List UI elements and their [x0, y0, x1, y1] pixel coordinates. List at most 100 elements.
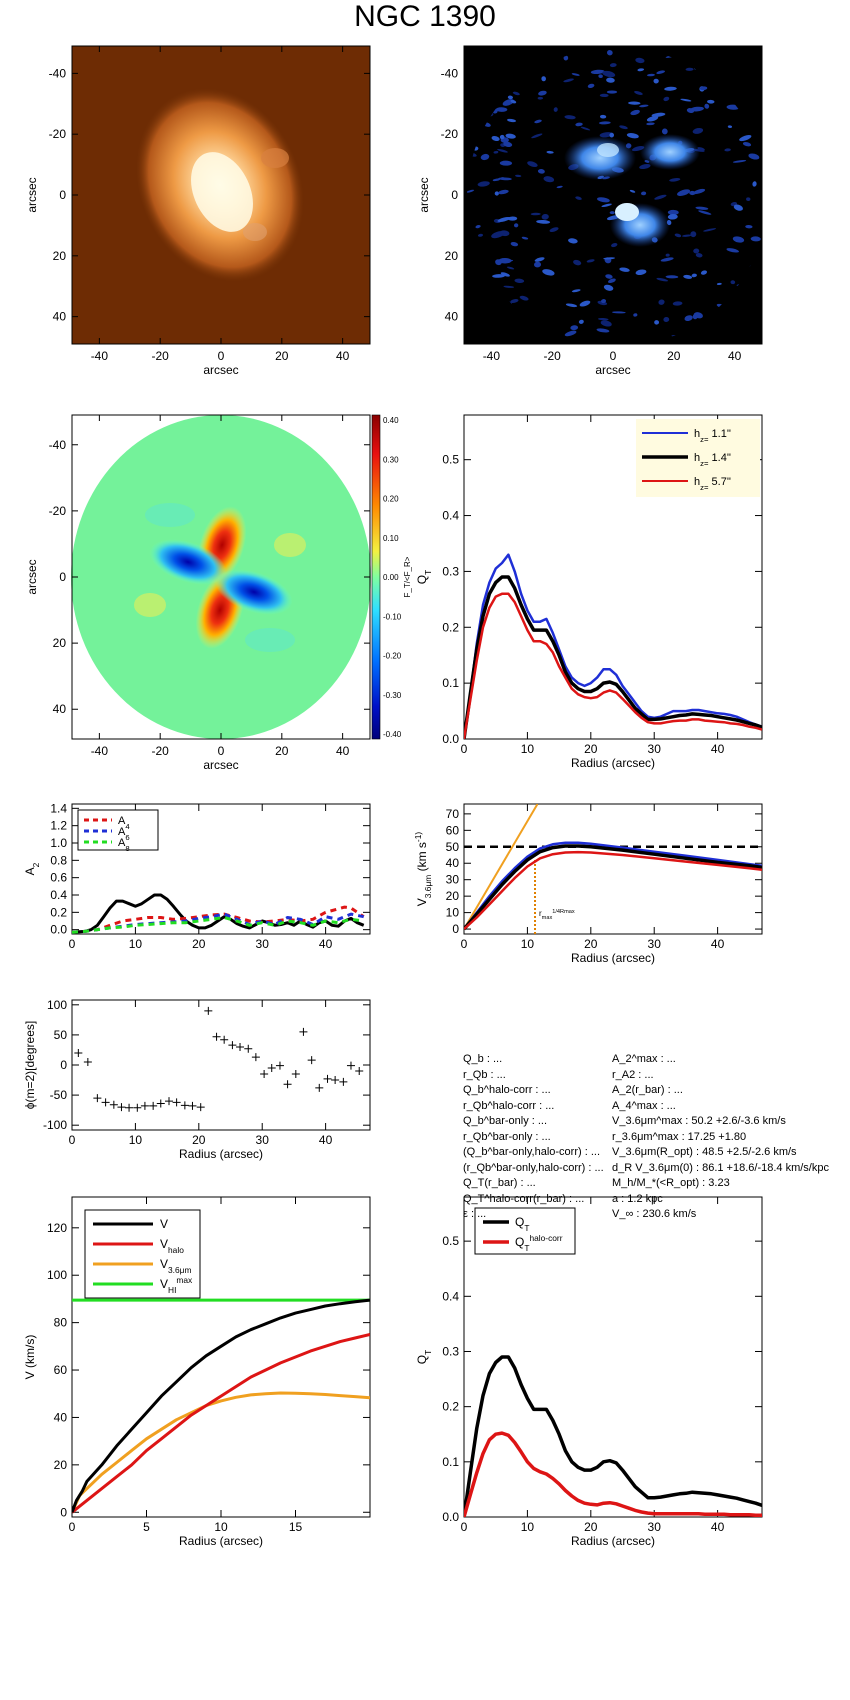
- stat-r-qb-halo-corr: r_Qb^halo-corr : ...: [463, 1099, 555, 1112]
- noise-speck: [500, 272, 510, 277]
- noise-speck: [542, 269, 555, 276]
- data-point: [117, 1103, 126, 1112]
- data-point: [307, 1056, 316, 1065]
- noise-speck: [475, 225, 481, 229]
- y-axis-label: V (km/s): [23, 1335, 37, 1380]
- series-line: [72, 916, 364, 934]
- noise-speck: [503, 285, 515, 288]
- noise-speck: [603, 257, 616, 260]
- noise-speck: [724, 148, 731, 152]
- plot-frame: [71, 999, 371, 1131]
- noise-speck: [656, 70, 666, 74]
- torque-feature: [245, 628, 295, 652]
- colorbar-tick-label: 0.00: [383, 573, 399, 582]
- x-tick-label: 0: [461, 1520, 468, 1534]
- x-axis-label: Radius (arcsec): [571, 1534, 655, 1548]
- data-point: [125, 1103, 134, 1112]
- noise-speck: [630, 109, 640, 116]
- noise-speck: [641, 191, 647, 196]
- noise-speck: [553, 107, 558, 112]
- x-tick-label: 0: [69, 1133, 76, 1147]
- data-point: [315, 1083, 324, 1092]
- data-point: [236, 1042, 245, 1051]
- noise-speck: [619, 267, 630, 272]
- x-tick-label: 40: [319, 1133, 333, 1147]
- noise-speck: [680, 98, 692, 102]
- data-point: [74, 1048, 83, 1057]
- colorbar-tick-label: -0.20: [383, 652, 402, 661]
- stat-qt-rbar: Q_T(r_bar) : ...: [463, 1177, 536, 1189]
- y-tick-label: 60: [446, 823, 460, 837]
- noise-speck: [695, 206, 709, 210]
- negative-torque-lobe: [215, 569, 293, 615]
- x-tick-label: 0: [461, 937, 468, 951]
- noise-speck: [646, 115, 659, 122]
- y-tick-label: 0: [60, 1058, 67, 1072]
- y-tick-label: 40: [53, 310, 67, 324]
- stat-qb: Q_b : ...: [463, 1053, 503, 1065]
- legend-label: hz= 1.4'': [694, 452, 731, 468]
- noise-speck: [477, 181, 490, 187]
- y-tick-label: 20: [53, 249, 67, 263]
- noise-speck: [603, 284, 614, 291]
- noise-speck: [568, 238, 578, 244]
- stat-v36-ropt: V_3.6μm(R_opt) : 48.5 +2.5/-2.6 km/s: [612, 1146, 797, 1158]
- colorbar-tick-label: -0.10: [383, 612, 402, 621]
- noise-speck: [570, 325, 579, 331]
- noise-speck: [726, 248, 739, 253]
- noise-speck: [571, 289, 581, 293]
- noise-speck: [626, 132, 639, 139]
- y-tick-label: 40: [54, 1410, 68, 1424]
- noise-speck: [691, 273, 697, 278]
- data-point: [244, 1044, 253, 1053]
- noise-speck: [633, 313, 638, 317]
- noise-speck: [634, 90, 643, 95]
- noise-speck: [639, 104, 649, 108]
- y-tick-label: 0.0: [442, 732, 459, 746]
- noise-speck: [605, 274, 613, 279]
- x-axis-label: Radius (arcsec): [571, 756, 655, 770]
- y-tick-label: 20: [445, 249, 459, 263]
- noise-speck: [598, 318, 609, 321]
- x-tick-label: 10: [521, 937, 535, 951]
- noise-speck: [663, 96, 670, 102]
- stat-epsilon: ε : ...: [463, 1208, 487, 1220]
- noise-speck: [635, 57, 645, 64]
- x-tick-label: 20: [584, 742, 598, 756]
- noise-speck: [503, 141, 513, 147]
- noise-speck: [549, 227, 559, 233]
- noise-speck: [578, 319, 584, 324]
- plot-frame: [463, 414, 763, 740]
- noise-speck: [600, 320, 612, 327]
- noise-speck: [513, 223, 519, 228]
- x-tick-label: -20: [544, 349, 562, 363]
- stat-a: a : 1.2 kpc: [612, 1192, 663, 1205]
- noise-speck: [748, 153, 760, 160]
- y-tick-label: -20: [49, 504, 67, 518]
- x-axis-label: arcsec: [203, 363, 238, 377]
- y-tick-label: 0: [452, 922, 459, 936]
- noise-speck: [707, 99, 715, 104]
- noise-speck: [579, 300, 591, 307]
- noise-speck: [628, 101, 641, 105]
- noise-speck: [639, 163, 651, 170]
- legend-label: hz= 5.7'': [694, 476, 731, 492]
- y-tick-label: 0.3: [442, 564, 459, 578]
- noise-speck: [534, 119, 542, 124]
- data-point: [172, 1098, 181, 1107]
- noise-speck: [527, 161, 538, 168]
- data-point: [346, 1061, 355, 1070]
- noise-speck: [700, 270, 708, 275]
- y-tick-label: 50: [446, 840, 460, 854]
- x-axis-label: Radius (arcsec): [571, 951, 655, 965]
- y-axis-label: QT: [415, 570, 433, 584]
- stat-qt-halo-corr-rbar: Q_T^halo-corr(r_bar) : ...: [463, 1192, 585, 1205]
- x-axis-label: arcsec: [203, 758, 238, 772]
- legend-label: hz= 1.1'': [694, 428, 731, 444]
- noise-speck: [606, 77, 615, 83]
- noise-speck: [546, 150, 554, 154]
- data-point: [188, 1101, 197, 1110]
- y-tick-label: -100: [43, 1118, 67, 1132]
- noise-speck: [750, 236, 761, 242]
- colorbar-tick-label: 0.20: [383, 495, 399, 504]
